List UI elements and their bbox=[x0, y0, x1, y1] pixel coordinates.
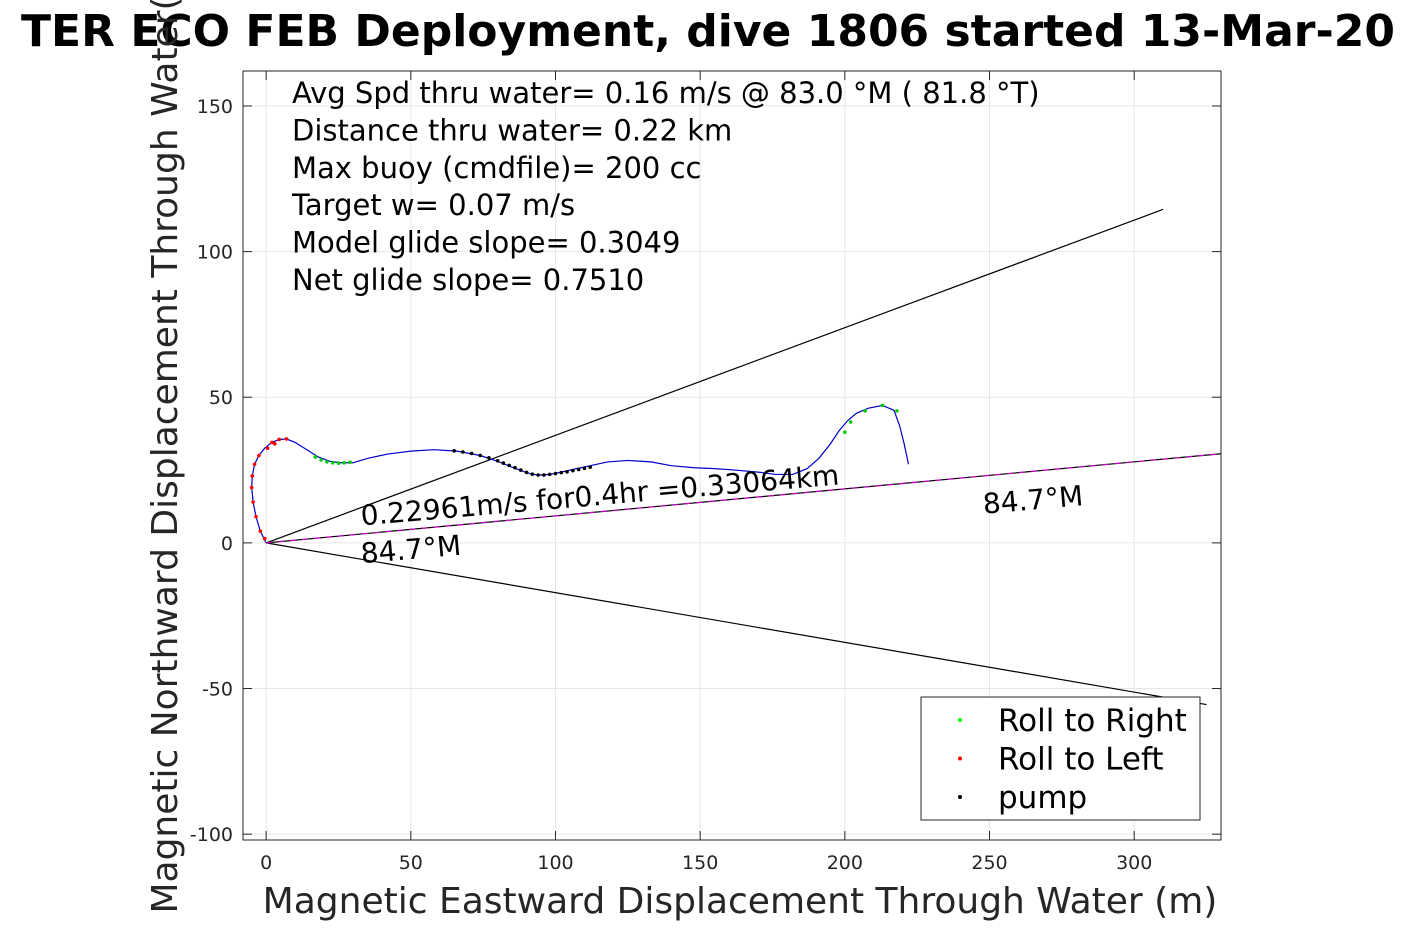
marker-pump bbox=[478, 453, 483, 458]
marker-roll-left bbox=[250, 474, 255, 478]
x-tick-label: 250 bbox=[971, 852, 1007, 874]
plot-area-border bbox=[242, 70, 1222, 841]
marker-roll-right bbox=[330, 460, 335, 465]
y-tick-label: -100 bbox=[190, 824, 233, 846]
ticks: 0 50 100 150 200 250 300 -100 -50 0 50 100 150 bbox=[190, 71, 1221, 874]
x-tick-label: 150 bbox=[682, 852, 718, 874]
x-tick-label: 100 bbox=[537, 852, 573, 874]
x-tick-label: 200 bbox=[827, 852, 863, 874]
marker-roll-right bbox=[313, 455, 318, 459]
marker-roll-right bbox=[863, 409, 867, 413]
marker-roll-left bbox=[265, 446, 270, 451]
info-line: Model glide slope= 0.3049 bbox=[292, 226, 680, 260]
marker-pump bbox=[452, 449, 457, 453]
marker-roll-left bbox=[251, 500, 255, 504]
marker-roll-left bbox=[284, 437, 289, 441]
markers-group bbox=[249, 403, 899, 541]
marker-pump bbox=[495, 458, 500, 463]
marker-pump bbox=[487, 456, 491, 460]
info-text-block: Avg Spd thru water= 0.16 m/s @ 83.0 °M (… bbox=[291, 76, 1040, 297]
annotation-text: 0.22961m/s for0.4hr =0.33064km bbox=[359, 459, 840, 533]
marker-pump bbox=[518, 468, 523, 472]
marker-pump bbox=[524, 470, 529, 475]
marker-roll-right bbox=[348, 460, 352, 464]
marker-pump bbox=[501, 461, 506, 465]
marker-pump bbox=[588, 465, 593, 469]
info-line: Net glide slope= 0.7510 bbox=[292, 263, 644, 297]
annotation-text: 84.7°M bbox=[982, 479, 1085, 520]
marker-roll-left bbox=[258, 529, 263, 534]
marker-pump bbox=[565, 470, 569, 474]
x-tick-label: 50 bbox=[399, 852, 423, 874]
marker-roll-right bbox=[848, 420, 853, 424]
marker-roll-right bbox=[342, 460, 347, 465]
marker-roll-left bbox=[252, 462, 257, 467]
chart-title: TER ECO FEB Deployment, dive 1806 starte… bbox=[21, 6, 1395, 57]
marker-pump bbox=[542, 473, 546, 477]
marker-roll-right bbox=[895, 409, 899, 413]
marker-pump bbox=[469, 451, 474, 456]
marker-pump bbox=[576, 467, 581, 472]
marker-roll-right bbox=[880, 403, 885, 408]
marker-roll-left bbox=[257, 453, 261, 458]
info-line: Target w= 0.07 m/s bbox=[291, 188, 575, 222]
y-tick-label: 150 bbox=[197, 96, 233, 118]
legend-swatch bbox=[958, 718, 962, 722]
y-tick-label: 0 bbox=[221, 533, 233, 555]
marker-roll-left bbox=[262, 536, 267, 541]
annotation-text: 84.7°M bbox=[359, 529, 462, 570]
legend-label: pump bbox=[998, 780, 1087, 816]
info-line: Max buoy (cmdfile)= 200 cc bbox=[292, 151, 701, 185]
y-axis-label: Magnetic Northward Displacement Through … bbox=[145, 0, 186, 914]
y-tick-label: 100 bbox=[197, 242, 233, 264]
legend-swatch bbox=[958, 795, 962, 799]
marker-pump bbox=[461, 450, 465, 454]
marker-pump bbox=[507, 463, 512, 468]
marker-roll-right bbox=[325, 460, 329, 464]
legend-swatch bbox=[958, 756, 962, 761]
x-tick-label: 0 bbox=[260, 852, 272, 874]
marker-pump bbox=[536, 473, 540, 477]
y-tick-label: -50 bbox=[202, 679, 233, 701]
marker-pump bbox=[547, 472, 552, 477]
reference-line-cone-lower bbox=[266, 542, 1207, 706]
marker-roll-left bbox=[270, 440, 274, 445]
marker-roll-left bbox=[249, 485, 254, 490]
marker-roll-right bbox=[843, 430, 847, 434]
marker-pump bbox=[553, 471, 558, 476]
legend-box bbox=[920, 696, 1201, 821]
reference-lines bbox=[265, 208, 1221, 706]
marker-roll-left bbox=[277, 437, 281, 442]
marker-pump bbox=[582, 466, 587, 471]
x-axis-label: Magnetic Eastward Displacement Through W… bbox=[263, 881, 1218, 922]
marker-roll-left bbox=[254, 514, 258, 519]
reference-line-current-heading-overlay bbox=[266, 453, 1221, 544]
legend-label: Roll to Left bbox=[998, 742, 1164, 778]
marker-roll-left bbox=[273, 442, 277, 446]
marker-roll-right bbox=[319, 458, 323, 462]
info-line: Distance thru water= 0.22 km bbox=[292, 113, 732, 147]
marker-roll-right bbox=[336, 461, 341, 465]
reference-line-cone-upper bbox=[265, 208, 1164, 544]
legend-label: Roll to Right bbox=[998, 703, 1187, 739]
marker-pump bbox=[571, 468, 575, 473]
marker-pump bbox=[513, 465, 517, 470]
info-line: Avg Spd thru water= 0.16 m/s @ 83.0 °M (… bbox=[292, 76, 1040, 110]
y-tick-label: 50 bbox=[209, 387, 233, 409]
marker-pump bbox=[530, 472, 535, 476]
marker-pump bbox=[559, 470, 564, 475]
x-tick-label: 300 bbox=[1116, 852, 1152, 874]
annotations: 0.22961m/s for0.4hr =0.33064km84.7°M84.7… bbox=[359, 459, 1084, 571]
grid bbox=[243, 71, 1221, 840]
